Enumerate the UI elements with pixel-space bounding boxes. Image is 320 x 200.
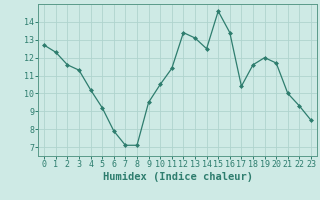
X-axis label: Humidex (Indice chaleur): Humidex (Indice chaleur) (103, 172, 252, 182)
